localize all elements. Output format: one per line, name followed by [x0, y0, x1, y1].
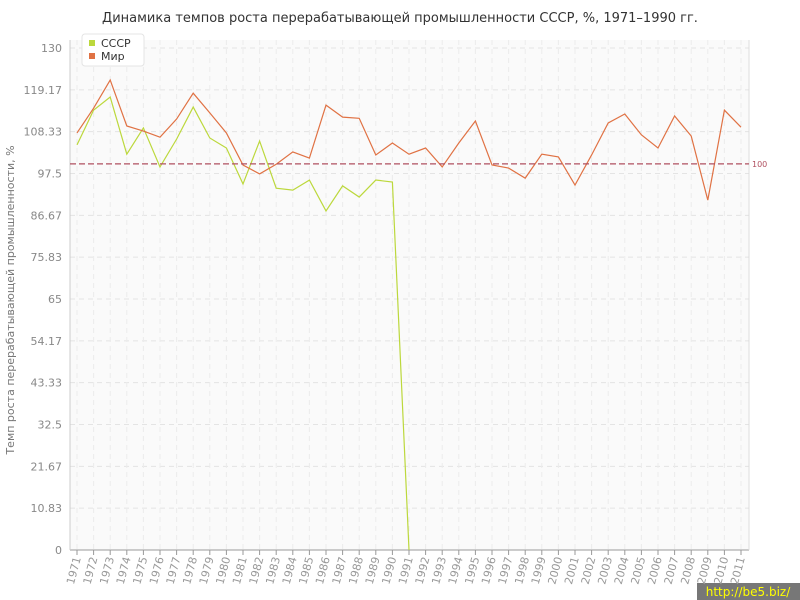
y-tick-label: 0: [55, 544, 62, 557]
y-axis-label: Темп роста перерабатывающей промышленнос…: [4, 145, 17, 455]
x-tick-label: 2011: [728, 555, 748, 585]
watermark-box: [697, 583, 800, 600]
series-line: [76, 78, 742, 201]
legend-label: Мир: [101, 50, 125, 63]
legend-box: [81, 33, 145, 67]
y-tick-label: 108.33: [24, 126, 63, 139]
y-tick-label: 21.67: [31, 460, 63, 473]
y-tick-label: 43.33: [31, 377, 63, 390]
legend-swatch: [89, 53, 95, 59]
y-tick-label: 75.83: [31, 251, 63, 264]
chart-title: Динамика темпов роста перерабатывающей п…: [102, 11, 698, 26]
y-tick-label: 97.5: [38, 168, 63, 181]
y-tick-label: 119.17: [24, 84, 63, 97]
legend-label: СССР: [101, 37, 131, 50]
y-tick-label: 86.67: [31, 209, 63, 222]
y-tick-label: 65: [48, 293, 62, 306]
series-line: [76, 96, 410, 551]
watermark: http://be5.biz/: [706, 585, 791, 599]
y-tick-label: 32.5: [38, 419, 63, 432]
reference-label: 100: [752, 160, 767, 169]
y-tick-label: 130: [41, 42, 62, 55]
legend-swatch: [89, 40, 95, 46]
y-tick-label: 10.83: [31, 502, 63, 515]
y-tick-label: 54.17: [31, 335, 63, 348]
